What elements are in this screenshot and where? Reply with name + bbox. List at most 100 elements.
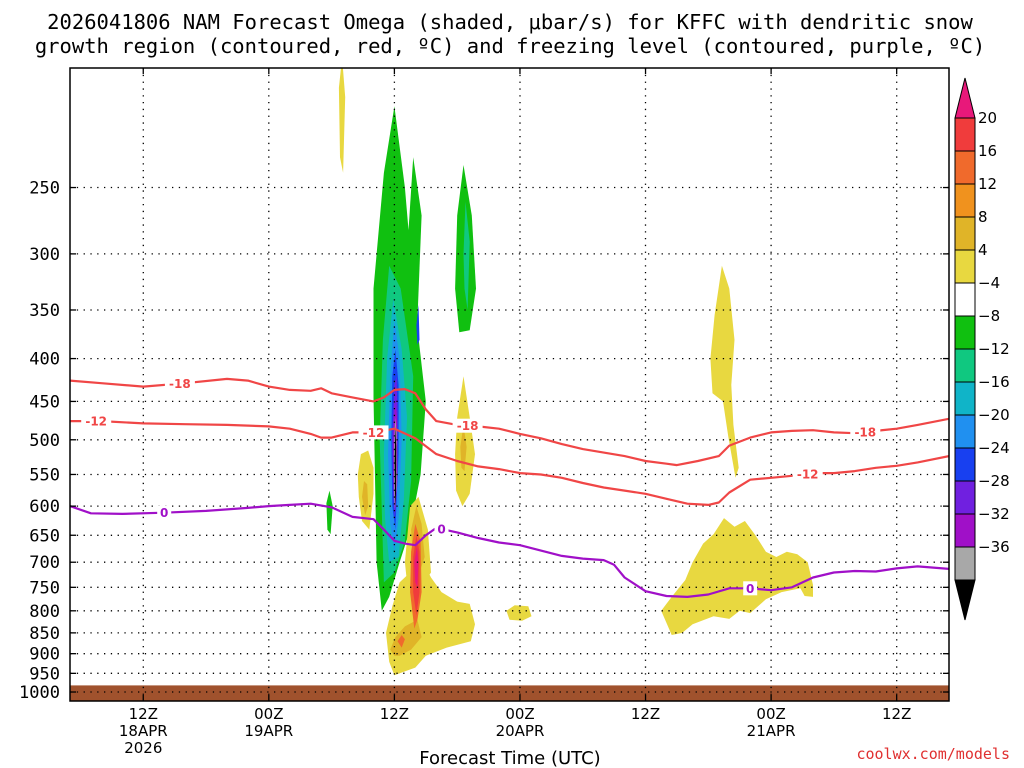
x-tick-label-t12-line1: 12Z (129, 705, 158, 723)
colorbar-swatch-11 (954, 447, 976, 482)
colorbar-label-6: −8 (978, 307, 1000, 325)
contour-minus-12 (70, 420, 949, 506)
y-tick-label-900: 900 (29, 645, 60, 665)
y-tick-label-450: 450 (29, 392, 60, 412)
omega-region-25 (460, 424, 467, 472)
omega-region-5 (463, 201, 470, 310)
colorbar-label-5: −4 (978, 274, 1000, 292)
colorbar: 20 16 12 8 4 −4 −8 −12 −16 −20 −24 −28 −32 −36 (954, 77, 1010, 621)
y-tick-label-1000: 1000 (19, 683, 60, 703)
x-tick-label-t60-line1: 12Z (631, 705, 660, 723)
colorbar-swatch-14 (954, 546, 976, 581)
chart-title-line2: growth region (contoured, red, ºC) and f… (35, 34, 985, 58)
omega-region-13 (394, 424, 397, 507)
y-tick-label-550: 550 (29, 466, 60, 486)
x-tick-label-t72-line2: 21APR (747, 722, 796, 740)
omega-region-21 (710, 265, 739, 478)
x-tick-label-t12-line3: 2026 (124, 739, 162, 757)
y-tick-label-250: 250 (29, 179, 60, 199)
colorbar-label-3: 8 (978, 208, 988, 226)
contour-label-bg-minus-12-2 (792, 466, 823, 481)
contour-label-minus-18-1: -18 (457, 419, 479, 433)
colorbar-swatch-6 (954, 282, 976, 317)
contour-label-bg-minus-12-1 (358, 425, 389, 440)
y-tick-label-950: 950 (29, 664, 60, 684)
omega-region-19 (506, 605, 532, 621)
colorbar-swatch-5 (954, 249, 976, 284)
colorbar-bottom-arrow (954, 579, 976, 621)
contour-label-minus-12-0: -12 (85, 415, 107, 429)
x-tick-label-t24-line1: 00Z (254, 705, 283, 723)
colorbar-label-0: 20 (978, 109, 997, 127)
colorbar-label-9: −20 (978, 406, 1010, 424)
omega-region-1 (407, 157, 422, 359)
colorbar-label-2: 12 (978, 175, 997, 193)
colorbar-swatch-12 (954, 480, 976, 515)
contour-label-bg-zero-0 (157, 505, 172, 520)
credit-text: coolwx.com/models (856, 745, 1010, 763)
omega-region-29 (414, 546, 419, 588)
x-tick-label-t48-line1: 00Z (505, 705, 534, 723)
x-tick-label-t48-line2: 20APR (496, 722, 545, 740)
omega-region-27 (397, 635, 405, 648)
colorbar-label-11: −28 (978, 472, 1010, 490)
contour-zero (70, 502, 949, 598)
colorbar-label-12: −32 (978, 505, 1010, 523)
colorbar-label-4: 4 (978, 241, 988, 259)
omega-region-20 (661, 518, 813, 635)
chart-title-line1: 2026041806 NAM Forecast Omega (shaded, μ… (47, 10, 973, 34)
contour-label-bg-minus-12-0 (81, 414, 112, 429)
colorbar-label-13: −36 (978, 538, 1010, 556)
grid-lines (70, 68, 949, 701)
y-tick-label-700: 700 (29, 553, 60, 573)
y-tick-label-800: 800 (29, 602, 60, 622)
y-tick-label-850: 850 (29, 624, 60, 644)
contour-label-bg-minus-18-2 (850, 425, 881, 440)
y-axis-ticks: 2503003504004505005506006507007508008509… (19, 179, 949, 703)
colorbar-swatch-7 (954, 315, 976, 350)
colorbar-swatch-1 (954, 117, 976, 152)
colorbar-swatch-3 (954, 183, 976, 218)
contour-label-bg-zero-1 (434, 522, 449, 536)
colorbar-swatch-9 (954, 381, 976, 416)
omega-region-14 (338, 68, 346, 173)
x-axis-label: Forecast Time (UTC) (419, 748, 600, 768)
x-tick-label-t24-line2: 19APR (244, 722, 293, 740)
omega-region-22 (362, 481, 369, 516)
omega-shading-layer (326, 68, 813, 676)
x-tick-label-t72-line1: 00Z (756, 705, 785, 723)
colorbar-swatch-10 (954, 414, 976, 449)
omega-region-9 (416, 304, 420, 345)
omega-region-23 (390, 619, 422, 656)
y-tick-label-500: 500 (29, 431, 60, 451)
contour-minus-18 (70, 377, 949, 467)
y-tick-label-600: 600 (29, 497, 60, 517)
y-tick-label-350: 350 (29, 301, 60, 321)
colorbar-swatch-2 (954, 150, 976, 185)
terrain-ground (70, 685, 949, 701)
y-tick-label-650: 650 (29, 526, 60, 546)
contour-label-bg-zero-2 (743, 581, 758, 596)
omega-region-16 (386, 557, 475, 676)
contour-label-minus-12-2: -12 (797, 467, 819, 481)
colorbar-swatch-4 (954, 216, 976, 251)
colorbar-label-8: −16 (978, 373, 1010, 391)
colorbar-label-1: 16 (978, 142, 997, 160)
colorbar-swatch-13 (954, 513, 976, 548)
x-tick-label-t12-line2: 18APR (119, 722, 168, 740)
contour-label-bg-minus-18-0 (164, 376, 195, 391)
plot-frame (69, 67, 950, 702)
y-tick-label-400: 400 (29, 350, 60, 370)
colorbar-label-10: −24 (978, 439, 1010, 457)
x-tick-label-t36-line1: 12Z (380, 705, 409, 723)
contour-label-minus-18-0: -18 (169, 377, 191, 391)
contour-label-zero-2: 0 (746, 582, 754, 596)
contour-label-minus-12-1: -12 (363, 426, 385, 440)
y-tick-label-750: 750 (29, 578, 60, 598)
colorbar-top-arrow (954, 77, 976, 119)
y-tick-label-300: 300 (29, 245, 60, 265)
colorbar-swatch-8 (954, 348, 976, 383)
contour-label-zero-0: 0 (160, 506, 168, 520)
